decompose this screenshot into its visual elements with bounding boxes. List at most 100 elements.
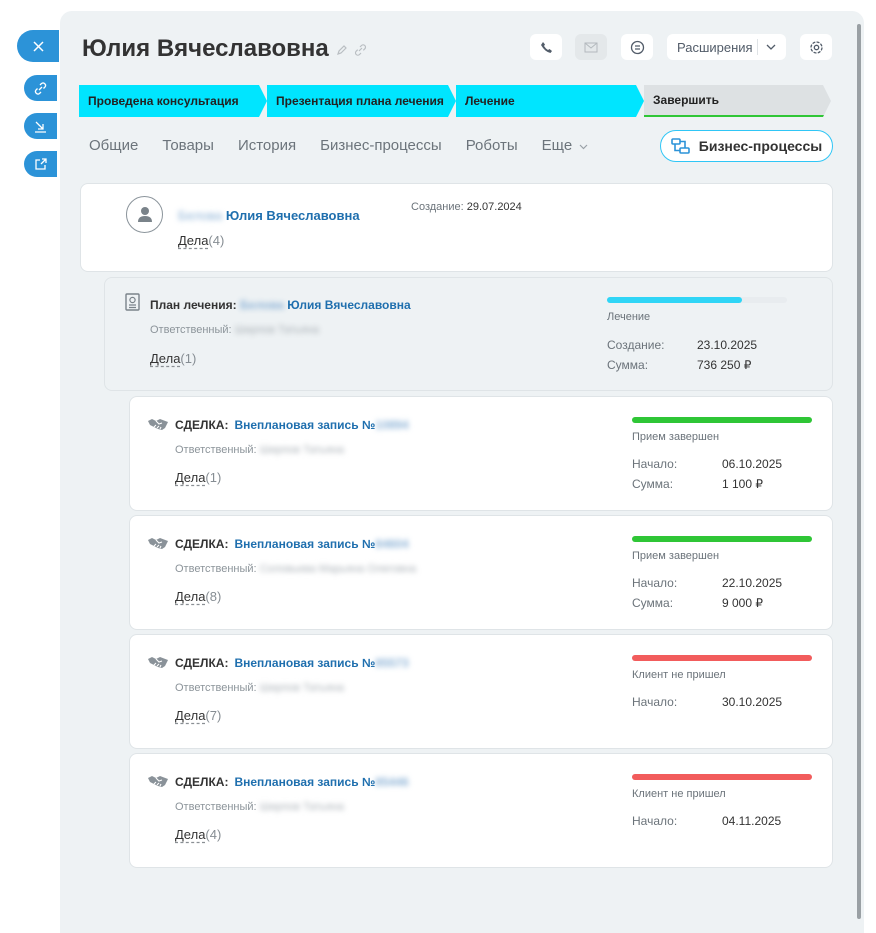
plan-sum: Сумма: 736 250 ₽ (607, 358, 751, 372)
chat-icon (630, 40, 644, 54)
deal-deals[interactable]: Дела(8) (175, 588, 221, 606)
stage-progress-fill (632, 655, 812, 661)
treatment-plan-card: План лечения: Белова Юлия Вячеславовна О… (104, 277, 833, 391)
stage-progress (632, 774, 812, 780)
contact-surname: Белова (178, 208, 223, 223)
contact-card: Белова Юлия Вячеславовна Дела(4) Создани… (80, 183, 833, 272)
stage-finish[interactable]: Завершить (644, 85, 831, 117)
tab-business-processes[interactable]: Бизнес-процессы (320, 137, 442, 154)
contact-name[interactable]: Белова Юлия Вячеславовна (178, 208, 360, 223)
tab-history[interactable]: История (237, 137, 297, 154)
title-actions (336, 44, 367, 56)
open-new-window-button[interactable] (24, 151, 57, 177)
deal-title[interactable]: СДЕЛКА: Внеплановая запись №84604 (147, 536, 409, 551)
download-button[interactable] (24, 113, 57, 139)
start-label: Начало: (632, 576, 678, 590)
start-value: 04.11.2025 (722, 814, 782, 828)
scrollbar[interactable] (857, 24, 861, 919)
responsible-name: Ширпов Татьяна (259, 444, 345, 456)
tab-general[interactable]: Общие (89, 137, 139, 154)
deal-prefix: СДЕЛКА: (175, 536, 229, 551)
stage-progress (632, 536, 812, 542)
plan-title[interactable]: План лечения: Белова Юлия Вячеславовна (150, 298, 411, 312)
settings-button[interactable] (800, 34, 832, 60)
email-button[interactable] (575, 34, 607, 60)
start-label: Начало: (632, 814, 678, 828)
open-external-icon (35, 157, 47, 170)
handshake-icon (148, 657, 168, 668)
stage-progress (632, 417, 812, 423)
stage-label: Завершить (653, 93, 720, 107)
start-label: Начало: (632, 695, 678, 709)
close-button[interactable] (17, 30, 59, 62)
deal-number: 10894 (375, 417, 409, 432)
contact-deals[interactable]: Дела(4) (178, 232, 224, 250)
responsible-label: Ответственный: (150, 324, 232, 336)
deal-panel: Юлия Вячеславовна Расширения Проведена к… (60, 11, 864, 933)
business-processes-button[interactable]: Бизнес-процессы (660, 130, 833, 162)
chat-button[interactable] (621, 34, 653, 60)
edit-pencil-icon[interactable] (336, 44, 348, 56)
stage-label: Проведена консультация (88, 94, 239, 108)
stage-label: Клиент не пришел (632, 788, 726, 800)
sum-value: 736 250 ₽ (697, 358, 752, 372)
link-icon[interactable] (354, 44, 367, 56)
deals-link: Дела (150, 351, 181, 366)
tab-products[interactable]: Товары (162, 137, 214, 154)
deal-deals[interactable]: Дела(4) (175, 826, 221, 844)
stage-label: Прием завершен (632, 431, 720, 443)
close-icon (32, 40, 44, 52)
deal-start: Начало: 22.10.2025 (632, 576, 782, 590)
stage-consultation[interactable]: Проведена консультация (79, 85, 267, 117)
responsible-name: Ширпов Татьяна (259, 682, 345, 694)
deal-number: 85446 (375, 774, 409, 789)
deal-title[interactable]: СДЕЛКА: Внеплановая запись №85446 (147, 774, 409, 789)
created-label: Создание: (607, 338, 665, 352)
deals-link: Дела (175, 708, 206, 723)
responsible-name: Соловьева Марьяна Олеговна (259, 563, 417, 575)
stage-label: Клиент не пришел (632, 669, 726, 681)
sum-value: 1 100 ₽ (722, 477, 763, 491)
phone-icon (540, 41, 552, 53)
stage-progress-fill (632, 536, 812, 542)
tab-more[interactable]: Еще (542, 137, 589, 154)
call-button[interactable] (530, 34, 562, 60)
plan-prefix: План лечения: (150, 298, 237, 312)
deal-start: Начало: 06.10.2025 (632, 457, 782, 471)
deals-count: (4) (208, 233, 225, 248)
sum-label: Сумма: (632, 477, 674, 491)
plan-created: Создание: 23.10.2025 (607, 338, 757, 352)
stage-presentation[interactable]: Презентация плана лечения (267, 85, 456, 117)
deals-count: (4) (205, 827, 222, 842)
deal-prefix: СДЕЛКА: (175, 417, 229, 432)
sum-label: Сумма: (607, 358, 649, 372)
deal-name: Внеплановая запись №85573 (234, 655, 409, 670)
link-icon (34, 81, 47, 95)
deal-sum: Сумма: 1 100 ₽ (632, 477, 763, 491)
created-value: 29.07.2024 (466, 201, 522, 213)
deal-deals[interactable]: Дела(1) (175, 469, 221, 487)
deals-count: (8) (205, 589, 222, 604)
deal-responsible: Ответственный: Ширпов Татьяна (175, 682, 344, 694)
tab-bar: Общие Товары История Бизнес-процессы Роб… (89, 137, 612, 154)
deal-start: Начало: 30.10.2025 (632, 695, 782, 709)
extensions-dropdown[interactable]: Расширения (667, 34, 786, 60)
deal-name: Внеплановая запись №10894 (234, 417, 409, 432)
sum-value: 9 000 ₽ (722, 596, 763, 610)
contact-first-name: Юлия Вячеславовна (225, 208, 360, 223)
deal-title[interactable]: СДЕЛКА: Внеплановая запись №85573 (147, 655, 409, 670)
sum-label: Сумма: (632, 596, 674, 610)
document-icon (125, 293, 140, 311)
tab-robots[interactable]: Роботы (465, 137, 518, 154)
deal-responsible: Ответственный: Ширпов Татьяна (175, 444, 344, 456)
stage-treatment[interactable]: Лечение (456, 85, 644, 117)
stage-progress-fill (607, 297, 742, 303)
created-label: Создание: (411, 201, 464, 213)
start-label: Начало: (632, 457, 678, 471)
deal-deals[interactable]: Дела(7) (175, 707, 221, 725)
contact-created: Создание: 29.07.2024 (411, 201, 522, 213)
copy-link-button[interactable] (24, 75, 57, 101)
deals-count: (7) (205, 708, 222, 723)
deal-title[interactable]: СДЕЛКА: Внеплановая запись №10894 (147, 417, 409, 432)
plan-deals[interactable]: Дела(1) (150, 350, 196, 368)
